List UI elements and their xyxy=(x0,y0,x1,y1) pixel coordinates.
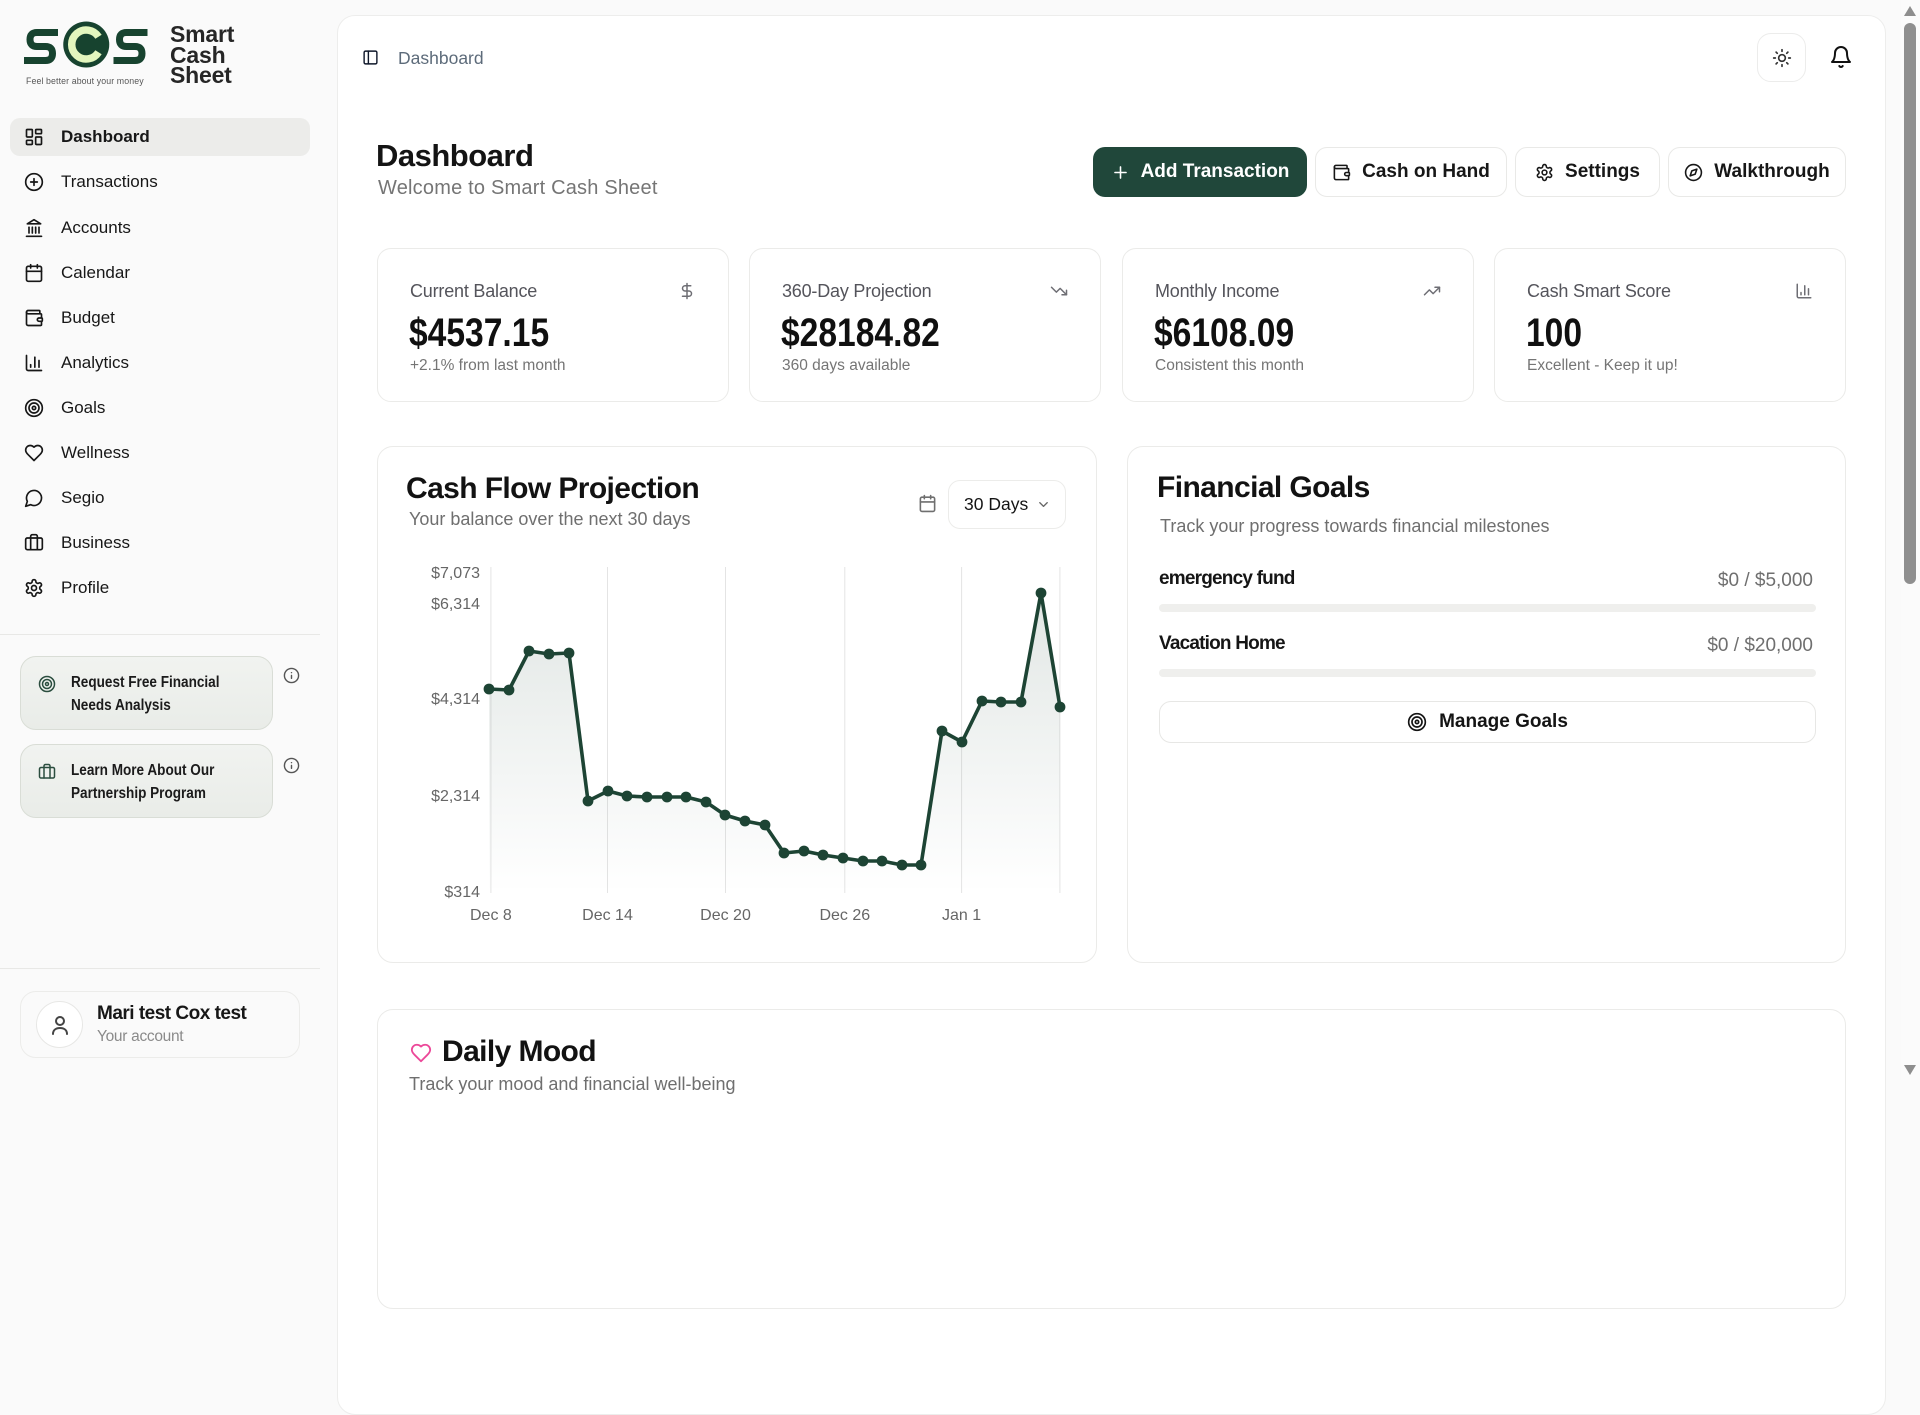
svg-text:$7,073: $7,073 xyxy=(431,565,480,582)
svg-text:$4,314: $4,314 xyxy=(431,691,480,708)
svg-text:Jan 1: Jan 1 xyxy=(942,907,981,924)
svg-text:Dec 20: Dec 20 xyxy=(700,907,751,924)
svg-text:$314: $314 xyxy=(444,884,480,901)
svg-text:Dec 8: Dec 8 xyxy=(470,907,512,924)
svg-text:$2,314: $2,314 xyxy=(431,788,480,805)
svg-text:Dec 26: Dec 26 xyxy=(819,907,870,924)
svg-text:Dec 14: Dec 14 xyxy=(582,907,633,924)
svg-text:$6,314: $6,314 xyxy=(431,596,480,613)
